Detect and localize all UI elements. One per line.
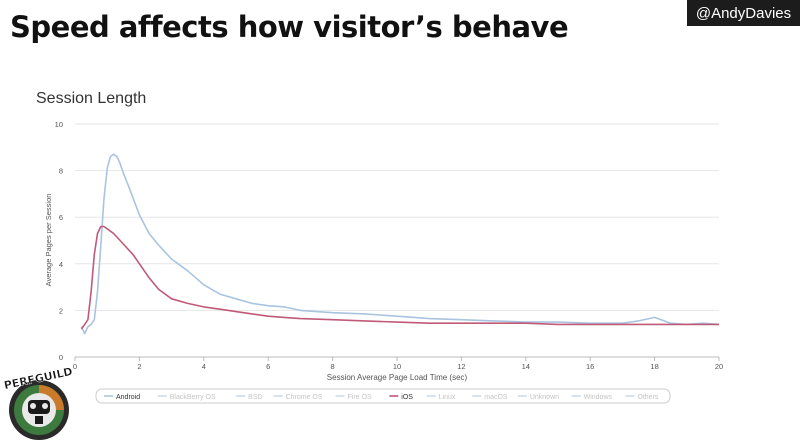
y-axis-label: Average Pages per Session	[44, 194, 53, 287]
chart-title: Session Length	[36, 90, 146, 107]
legend-item-macos[interactable]: macOS	[484, 394, 508, 401]
x-tick-label: 20	[715, 362, 723, 371]
chart-axes: 0 2 4 6 8 10 0 2 4 6 8 10 12 14 16 18 20	[55, 120, 724, 371]
x-tick-label: 4	[202, 362, 206, 371]
x-tick-label: 16	[586, 362, 594, 371]
legend-item-windows[interactable]: Windows	[584, 394, 613, 401]
legend-item-unknown[interactable]: Unknown	[530, 394, 559, 401]
y-tick-label: 8	[59, 167, 63, 176]
slide-title: Speed affects how visitor’s behave	[10, 10, 569, 44]
series-line-android	[80, 153, 720, 335]
x-tick-label: 8	[331, 362, 335, 371]
x-tick-label: 14	[522, 362, 530, 371]
series-line-ios	[80, 225, 719, 330]
legend-item-chrome-os[interactable]: Chrome OS	[286, 394, 323, 401]
x-axis-label: Session Average Page Load Time (sec)	[327, 373, 468, 382]
y-tick-label: 4	[59, 260, 63, 269]
x-tick-label: 12	[457, 362, 465, 371]
y-tick-label: 2	[59, 306, 63, 315]
legend-item-others[interactable]: Others	[637, 394, 659, 401]
legend-item-ios[interactable]: iOS	[401, 394, 413, 401]
x-tick-label: 10	[393, 362, 401, 371]
author-handle-badge: @AndyDavies	[687, 0, 800, 26]
legend-item-blackberry-os[interactable]: BlackBerry OS	[170, 394, 216, 401]
chart-gridlines	[75, 123, 719, 311]
y-tick-label: 0	[59, 353, 63, 362]
chart-legend: Android BlackBerry OS BSD Chrome OS Fire OS i…	[95, 388, 671, 404]
x-tick-label: 2	[137, 362, 141, 371]
y-tick-label: 10	[55, 120, 63, 129]
x-tick-label: 6	[266, 362, 270, 371]
legend-item-linux[interactable]: Linux	[439, 394, 456, 401]
legend-item-fire-os[interactable]: Fire OS	[348, 394, 372, 401]
legend-item-android[interactable]: Android	[116, 394, 140, 401]
x-tick-label: 18	[650, 362, 658, 371]
chart-series	[80, 153, 720, 335]
perfguild-logo: PERFGUILD	[3, 368, 74, 440]
legend-item-bsd[interactable]: BSD	[248, 394, 262, 401]
y-tick-label: 6	[59, 213, 63, 222]
x-tick-label: 0	[73, 362, 77, 371]
legend-box	[95, 388, 671, 404]
